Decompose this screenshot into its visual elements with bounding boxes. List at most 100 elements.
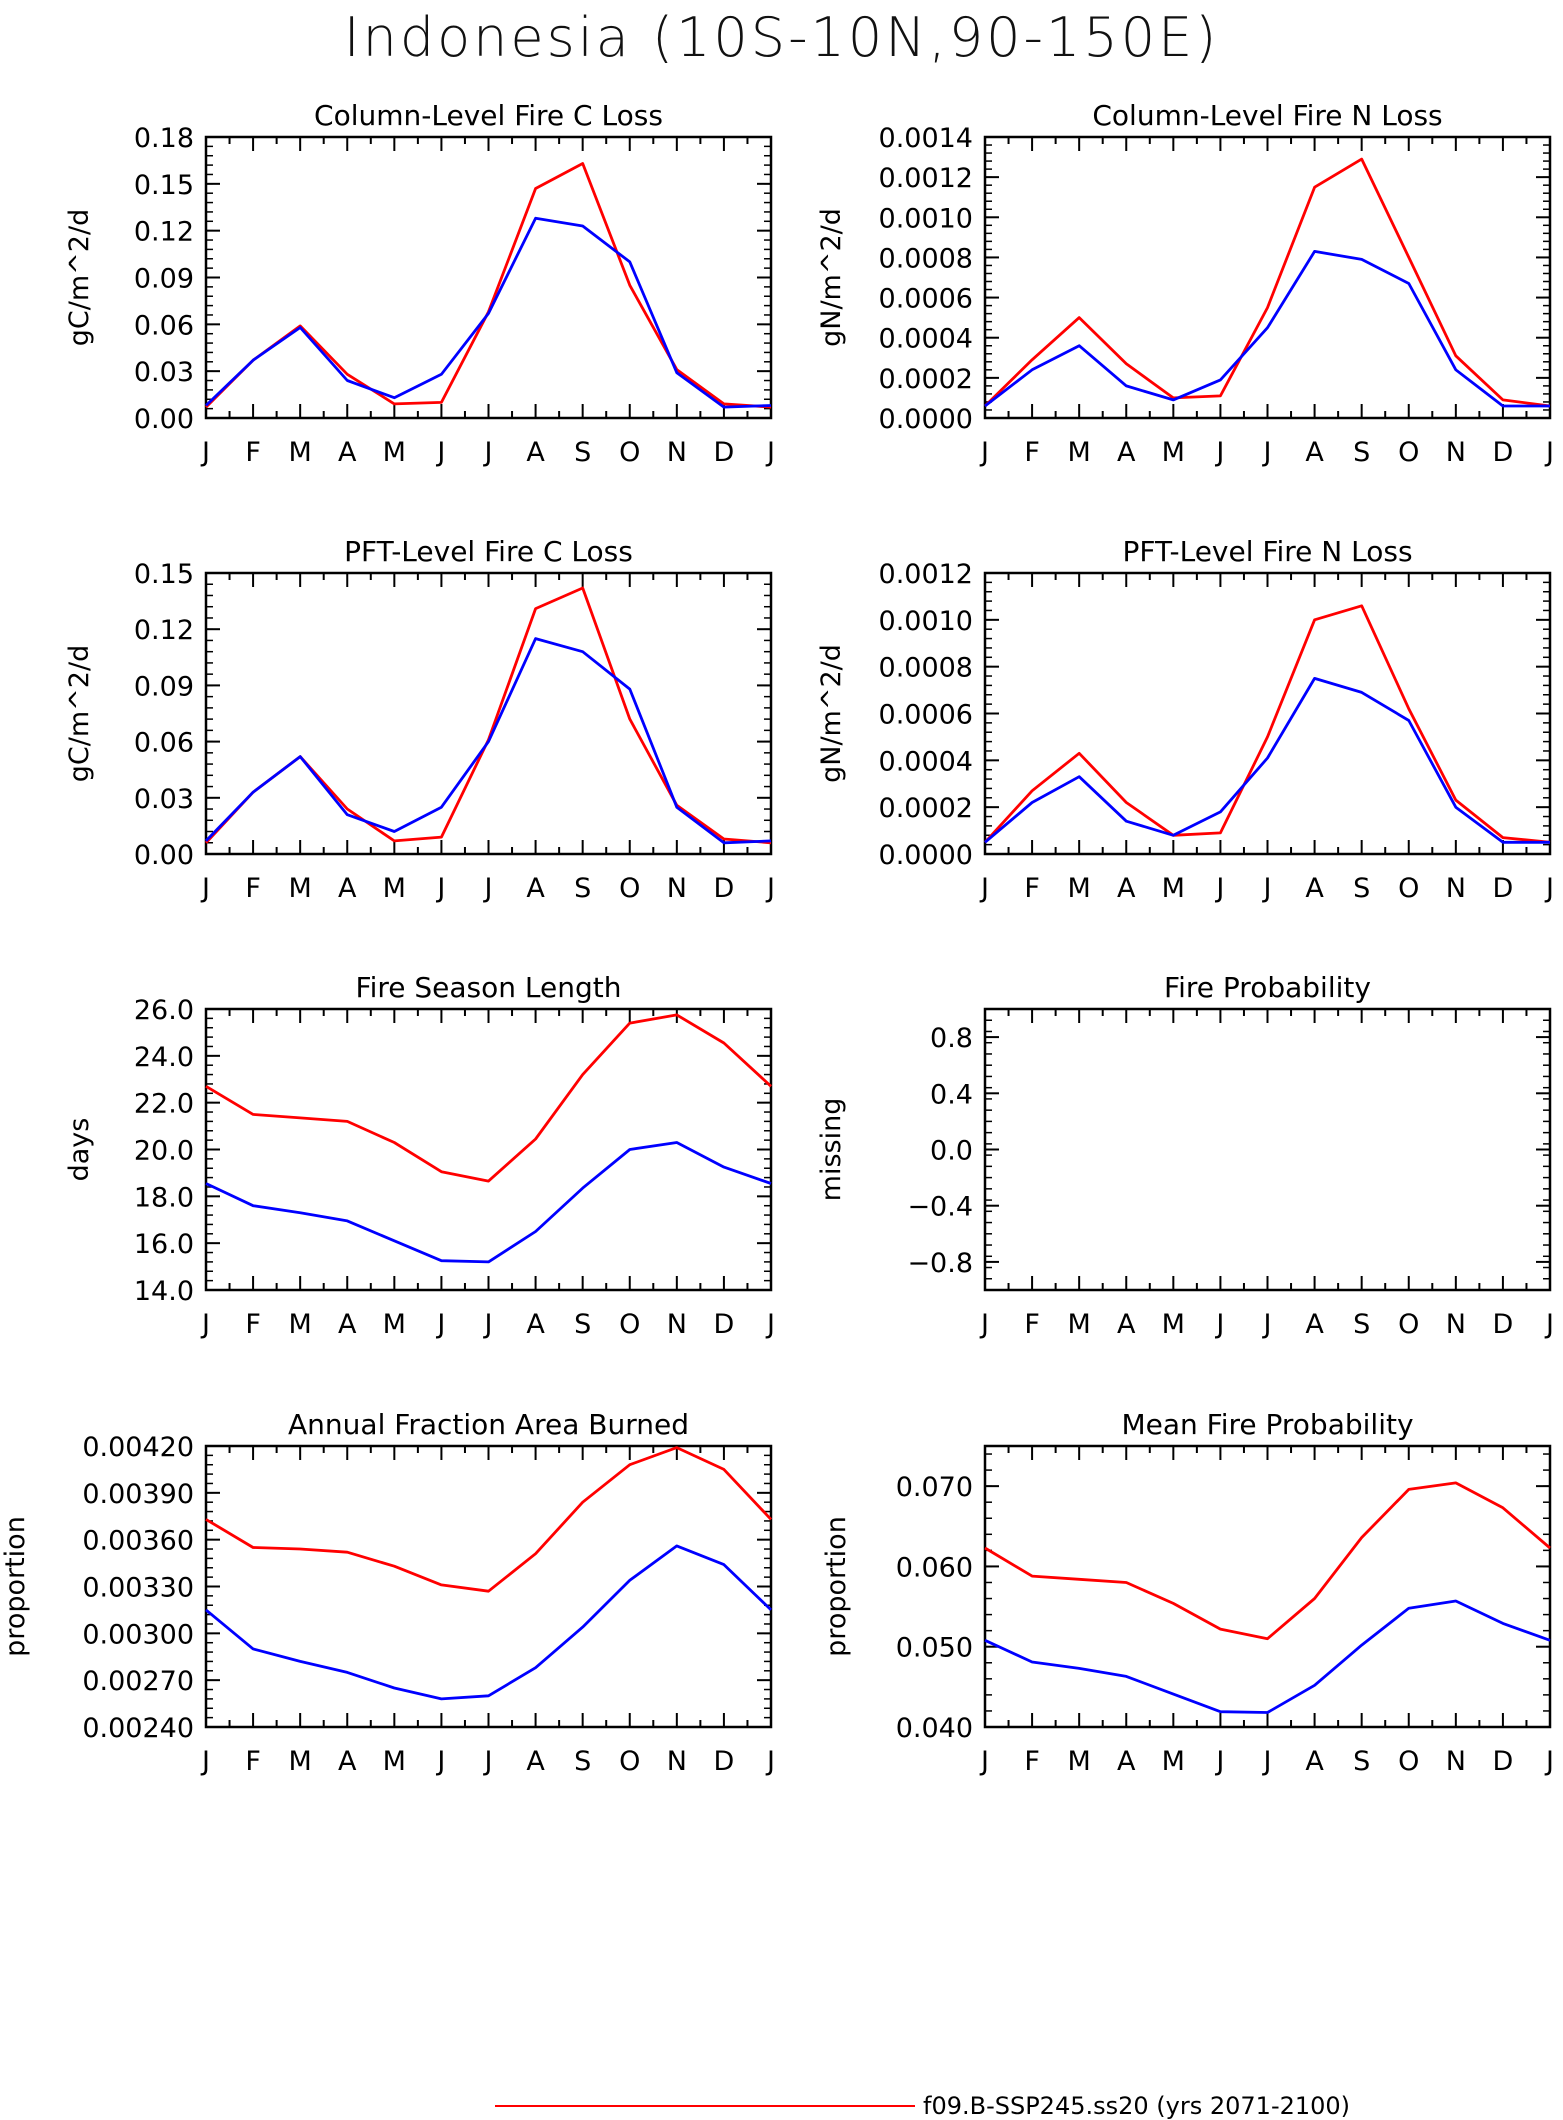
legend-label-series1: f09.B-SSP245.ss20 (yrs 2071-2100): [923, 2092, 1351, 2120]
y-tick-label: 0.00240: [82, 1713, 194, 1744]
y-tick-label: 0.050: [896, 1633, 973, 1664]
x-tick-label: S: [1353, 1309, 1370, 1340]
y-axis-label: missing: [816, 1098, 847, 1202]
x-tick-label: J: [200, 437, 210, 468]
x-tick-label: J: [765, 873, 775, 904]
y-tick-label: 0.0006: [879, 700, 973, 731]
y-tick-label: 14.0: [134, 1276, 194, 1307]
plot-frame: [204, 1444, 773, 1729]
y-tick-label: 0.00: [134, 404, 194, 435]
x-tick-label: M: [1162, 1746, 1185, 1777]
x-tick-label: A: [526, 873, 545, 904]
x-tick-label: J: [1262, 1746, 1272, 1777]
panel-1: J F M A M J J A S O N D J0.000.030.060.090.120.150.1…: [64, 99, 775, 468]
x-tick-label: J: [200, 873, 210, 904]
x-tick-label: O: [619, 1309, 640, 1340]
x-tick-label: J: [483, 1746, 493, 1777]
y-axis-label: days: [64, 1118, 95, 1182]
y-tick-label: 0.0006: [879, 284, 973, 315]
x-tick-label: D: [714, 873, 735, 904]
y-tick-label: 0.00270: [82, 1666, 194, 1697]
y-tick-label: 0.0000: [879, 840, 973, 871]
x-tick-label: M: [1162, 437, 1185, 468]
x-tick-label: J: [979, 1309, 989, 1340]
panel-title: Annual Fraction Area Burned: [288, 1408, 689, 1441]
x-tick-label: M: [1068, 437, 1091, 468]
series-line-1: [204, 586, 772, 845]
y-tick-label: 0.0008: [879, 243, 973, 274]
x-tick-label: M: [289, 1309, 312, 1340]
panel-title: Mean Fire Probability: [1121, 1408, 1413, 1441]
x-tick-label: M: [383, 1309, 406, 1340]
x-tick-label: N: [667, 1746, 687, 1777]
x-tick-label: D: [1493, 1309, 1514, 1340]
x-tick-label: F: [1024, 873, 1040, 904]
series-line-1: [205, 162, 772, 409]
x-tick-label: D: [1493, 437, 1514, 468]
x-tick-label: N: [667, 1309, 687, 1340]
panel-2: J F M A M J J A S O N D J0.00000.00020.00040.00060.0…: [816, 99, 1554, 468]
x-tick-label: M: [1068, 1309, 1091, 1340]
x-tick-label: J: [1262, 873, 1272, 904]
x-tick-label: M: [289, 1746, 312, 1777]
y-tick-label: 0.0004: [879, 746, 973, 777]
x-tick-label: A: [1305, 1309, 1324, 1340]
y-tick-label: 0.09: [134, 264, 194, 295]
x-tick-label: F: [245, 873, 261, 904]
panel-title: Fire Season Length: [356, 971, 622, 1004]
x-tick-label: S: [574, 1309, 591, 1340]
y-tick-label: 0.0010: [879, 606, 973, 637]
x-tick-label: F: [245, 437, 261, 468]
x-tick-label: N: [1446, 873, 1466, 904]
x-tick-label: M: [1068, 1746, 1091, 1777]
series-line-2: [984, 249, 1550, 408]
series-line-1: [205, 1013, 772, 1183]
series-line-2: [205, 216, 772, 409]
x-tick-label: S: [574, 873, 591, 904]
x-tick-label: J: [1214, 873, 1224, 904]
x-tick-label: F: [245, 1309, 261, 1340]
x-tick-label: A: [1117, 1309, 1136, 1340]
y-tick-label: 0.15: [134, 170, 194, 201]
y-tick-label: 0.12: [134, 217, 194, 248]
y-tick-label: 0.0: [930, 1136, 973, 1167]
x-tick-label: A: [526, 437, 545, 468]
y-tick-label: 0.18: [134, 123, 194, 154]
series-line-2: [205, 1141, 772, 1264]
y-tick-label: 16.0: [134, 1229, 194, 1260]
x-tick-label: J: [1544, 1746, 1554, 1777]
series-line-1: [984, 157, 1551, 408]
x-tick-label: M: [383, 1746, 406, 1777]
x-tick-label: J: [1262, 437, 1272, 468]
x-tick-label: A: [338, 437, 357, 468]
y-tick-label: 0.06: [134, 310, 194, 341]
x-tick-label: F: [1024, 1746, 1040, 1777]
panel-title: Column-Level Fire C Loss: [314, 99, 663, 132]
y-tick-label: 0.00300: [82, 1619, 194, 1650]
panel-title: PFT-Level Fire N Loss: [1122, 535, 1412, 568]
y-tick-label: 18.0: [134, 1182, 194, 1213]
series-line-1: [205, 1446, 773, 1593]
x-tick-label: D: [714, 437, 735, 468]
x-tick-label: A: [1117, 437, 1136, 468]
y-tick-label: 0.0000: [879, 404, 973, 435]
y-tick-label: 0.0002: [879, 364, 973, 395]
y-tick-label: −0.8: [907, 1248, 973, 1279]
x-tick-label: J: [483, 873, 493, 904]
y-tick-label: 0.03: [134, 784, 194, 815]
series-line-2: [984, 1599, 1551, 1714]
legend-line-series1: [495, 2105, 915, 2107]
y-tick-label: 0.0010: [879, 203, 973, 234]
x-tick-label: J: [200, 1746, 210, 1777]
y-axis-label: proportion: [821, 1516, 852, 1657]
y-tick-label: 26.0: [134, 995, 194, 1026]
y-tick-label: 20.0: [134, 1136, 194, 1167]
y-tick-label: 0.0002: [879, 793, 973, 824]
panel-title: Column-Level Fire N Loss: [1092, 99, 1442, 132]
y-axis-label: gN/m^2/d: [816, 644, 847, 783]
x-tick-label: J: [1544, 1309, 1554, 1340]
x-tick-label: M: [1162, 1309, 1185, 1340]
x-tick-label: O: [1398, 1746, 1419, 1777]
